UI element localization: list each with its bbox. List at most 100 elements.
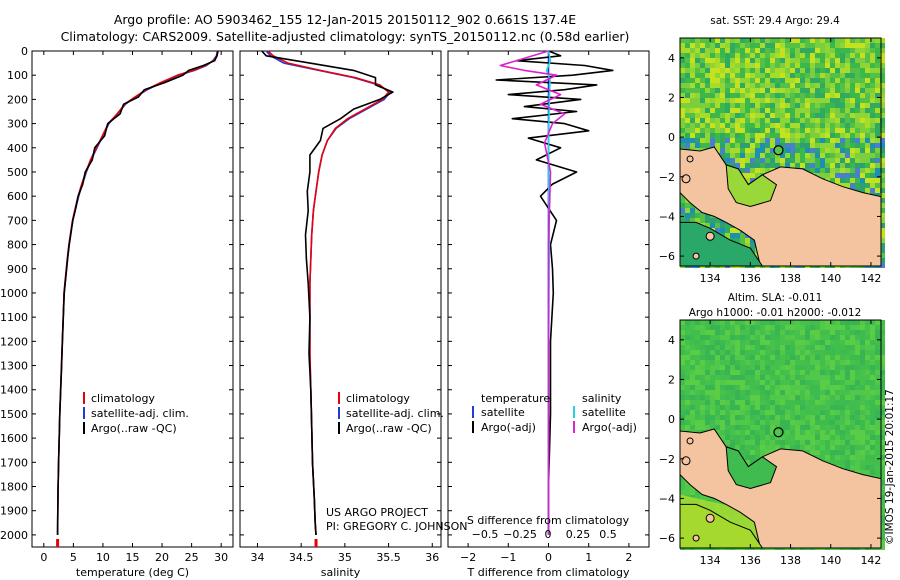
x-tick-label: 1 (585, 551, 592, 564)
series-line-climatology (56, 50, 219, 535)
map-y-label: −2 (659, 453, 675, 466)
difference-panel: −2 −1 0 1 2 T difference from climatology (447, 50, 650, 579)
map-top-title: sat. SST: 29.4 Argo: 29.4 (710, 15, 840, 27)
legend-argo: Argo(..raw -QC) (91, 422, 177, 435)
legend-title-temperature: temperature (481, 392, 550, 405)
legend-climatology: climatology (346, 392, 410, 405)
map-x-label: 140 (820, 272, 841, 285)
map-island (705, 231, 715, 241)
map-x-label: 134 (700, 554, 721, 567)
depth-tick-label: 900 (7, 263, 28, 276)
x-tick-label: 35 (338, 551, 352, 564)
depth-tick-label: 1700 (0, 456, 28, 469)
x-tick-label: 34.5 (289, 551, 314, 564)
series-line-salinity-argo-adj- (499, 50, 566, 535)
map-bay (725, 446, 778, 490)
depth-tick-label: 1500 (0, 408, 28, 421)
map-island (705, 513, 715, 523)
s-diff-tick-label: 0.25 (566, 528, 591, 541)
map-island (692, 534, 700, 542)
map-bottom-title2: Argo h1000: -0.01 h2000: -0.012 (689, 307, 862, 319)
sla-map: 134 136 138 140 142 4 2 0 −2 −4 −6 (659, 319, 885, 567)
map-y-label: 0 (668, 413, 675, 426)
legend-climatology: climatology (91, 392, 155, 405)
depth-tick-label: 1300 (0, 360, 28, 373)
map-x-label: 136 (740, 554, 761, 567)
map-x-label: 142 (860, 272, 881, 285)
depth-tick-label: 0 (21, 45, 28, 58)
project-line1: US ARGO PROJECT (326, 506, 428, 519)
s-diff-axis-label: S difference from climatology (467, 514, 630, 527)
map-island (681, 174, 691, 184)
x-tick-label: 25 (185, 551, 199, 564)
depth-tick-label: 400 (7, 142, 28, 155)
legend-t-satellite: satellite (481, 406, 525, 419)
depth-tick-label: 1800 (0, 481, 28, 494)
depth-tick-label: 1600 (0, 432, 28, 445)
depth-tick-label: 800 (7, 239, 28, 252)
depth-tick-label: 1100 (0, 311, 28, 324)
x-tick-label: 35.5 (376, 551, 401, 564)
map-x-label: 140 (820, 554, 841, 567)
map-y-label: 4 (668, 334, 675, 347)
x-axis-label: T difference from climatology (467, 566, 630, 579)
depth-tick-label: 700 (7, 214, 28, 227)
map-island (686, 437, 694, 445)
map-y-label: −4 (659, 492, 675, 505)
salinity-legend: climatology satellite-adj. clim. Argo(..… (338, 392, 444, 435)
map-bottom-title1: Altim. SLA: -0.011 (728, 292, 823, 304)
series-line-argo-raw-qc- (56, 50, 219, 535)
series-line-temperature-argo-adj- (495, 50, 614, 535)
legend-s-argo: Argo(-adj) (582, 421, 637, 434)
series-line-argo-raw-qc- (261, 50, 394, 535)
map-x-label: 138 (780, 554, 801, 567)
header-line2: Climatology: CARS2009. Satellite-adjuste… (61, 29, 630, 44)
map-frame (679, 37, 882, 267)
map-island (681, 456, 691, 466)
series-line-satellite-adj-clim- (265, 50, 392, 535)
temperature-legend: climatology satellite-adj. clim. Argo(..… (83, 392, 189, 435)
header-line1: Argo profile: AO 5903462_155 12-Jan-2015… (114, 12, 576, 27)
x-tick-label: 30 (214, 551, 228, 564)
depth-tick-label: 1200 (0, 335, 28, 348)
x-axis-label: salinity (321, 566, 361, 579)
depth-axis: 0 100 200 300 400 500 600 700 800 900 1000 1100 1200… (0, 45, 28, 542)
map-x-label: 136 (740, 272, 761, 285)
map-y-label: −2 (659, 171, 675, 184)
series-line-climatology (267, 50, 390, 535)
x-tick-label: −1 (500, 551, 516, 564)
depth-tick-label: 200 (7, 93, 28, 106)
temperature-panel: 0 5 10 15 20 25 30 temperature (deg C) (31, 50, 234, 579)
legend-satellite: satellite-adj. clim. (346, 407, 444, 420)
project-line2: PI: GREGORY C. JOHNSON (326, 520, 467, 533)
depth-tick-label: 1400 (0, 384, 28, 397)
map-y-label: 2 (668, 373, 675, 386)
map-island (692, 252, 700, 260)
legend-satellite: satellite-adj. clim. (91, 407, 189, 420)
depth-tick-label: 1900 (0, 505, 28, 518)
x-tick-label: 5 (70, 551, 77, 564)
map-y-label: −6 (659, 250, 675, 263)
map-x-label: 142 (860, 554, 881, 567)
plot-frame (239, 50, 442, 548)
x-tick-label: 0 (40, 551, 47, 564)
map-y-label: 4 (668, 52, 675, 65)
x-tick-label: 34 (250, 551, 264, 564)
legend-argo: Argo(..raw -QC) (346, 422, 432, 435)
map-x-label: 134 (700, 272, 721, 285)
salinity-panel: 34 34.5 35 35.5 36 salinity (239, 50, 442, 579)
s-diff-tick-label: 0.5 (599, 528, 617, 541)
legend-title-salinity: salinity (582, 392, 622, 405)
s-diff-tick-label: 0 (545, 528, 552, 541)
depth-tick-label: 1000 (0, 287, 28, 300)
depth-tick-label: 300 (7, 118, 28, 131)
map-island (686, 155, 694, 163)
float-position-marker (773, 427, 784, 438)
difference-legend: temperature salinity satellite Argo(-adj… (472, 392, 637, 434)
legend-s-satellite: satellite (582, 406, 626, 419)
depth-tick-label: 100 (7, 69, 28, 82)
series-line-satellite-adj-clim- (56, 50, 219, 535)
x-tick-label: 0 (545, 551, 552, 564)
s-diff-ticks: −0.5 −0.25 0 0.25 0.5 (472, 528, 617, 541)
